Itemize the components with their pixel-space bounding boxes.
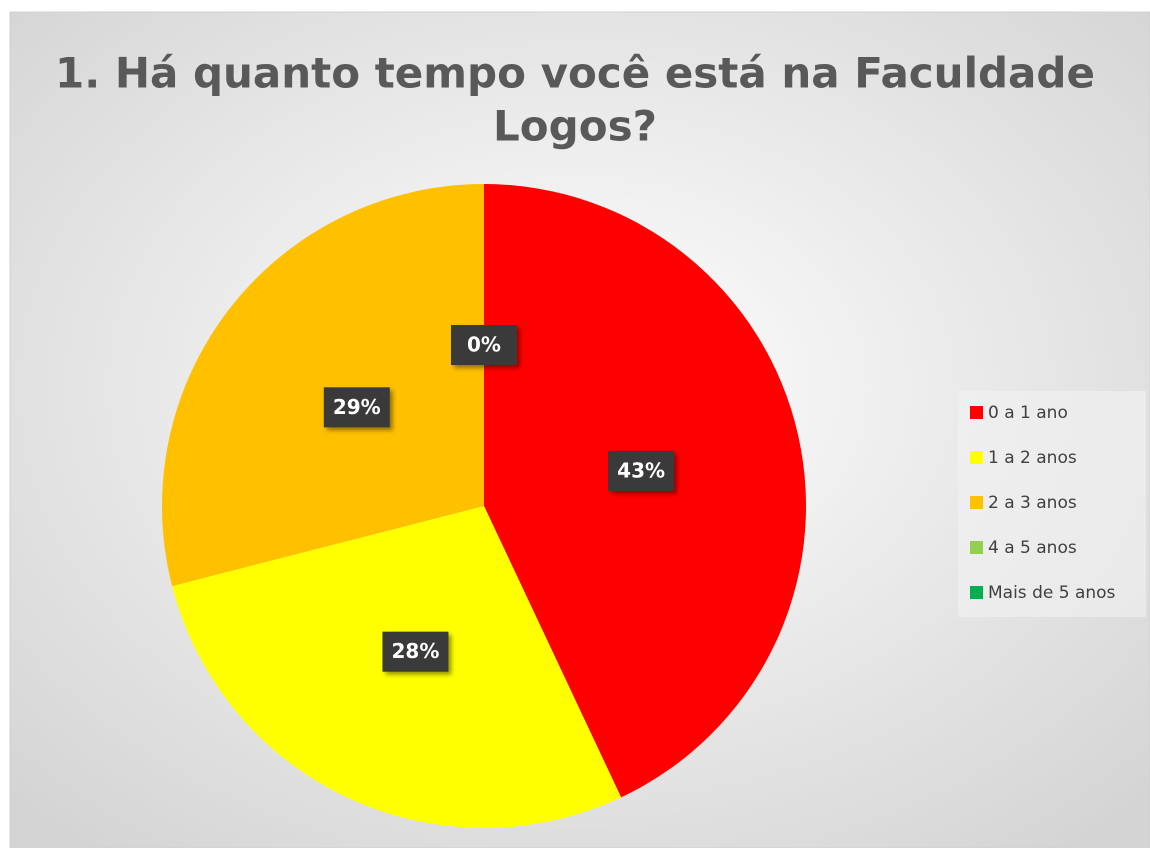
legend-swatch [970, 406, 983, 419]
pie [161, 184, 807, 829]
data-label: 29% [333, 395, 381, 419]
data-label-box [323, 387, 390, 428]
data-label: 28% [392, 639, 440, 663]
legend-box [958, 391, 1146, 617]
chart-title-line: 1. Há quanto tempo você está na Faculdad… [55, 49, 1095, 98]
legend-label: Mais de 5 anos [988, 583, 1116, 603]
legend-label: 1 a 2 anos [988, 448, 1077, 468]
data-label-box [608, 450, 675, 491]
chart-title-line: Logos? [493, 102, 657, 151]
legend-swatch [970, 496, 983, 509]
data-label: 0% [467, 333, 501, 357]
legend-swatch [970, 586, 983, 599]
legend-swatch [970, 451, 983, 464]
legend-label: 2 a 3 anos [988, 493, 1077, 513]
pie-slice [161, 184, 484, 587]
data-label-box [451, 325, 517, 365]
data-label: 43% [617, 458, 665, 482]
legend-label: 0 a 1 ano [988, 403, 1068, 423]
legend: 0 a 1 ano 1 a 2 anos 2 a 3 anos 4 a 5 anos M… [958, 391, 1146, 617]
data-label-box [382, 631, 449, 672]
chart-title: 1. Há quanto tempo você está na Faculdad… [55, 49, 1095, 151]
legend-label: 4 a 5 anos [988, 538, 1077, 558]
data-labels: 43% 28% 29% 0% [323, 325, 675, 672]
legend-swatch [970, 541, 983, 554]
